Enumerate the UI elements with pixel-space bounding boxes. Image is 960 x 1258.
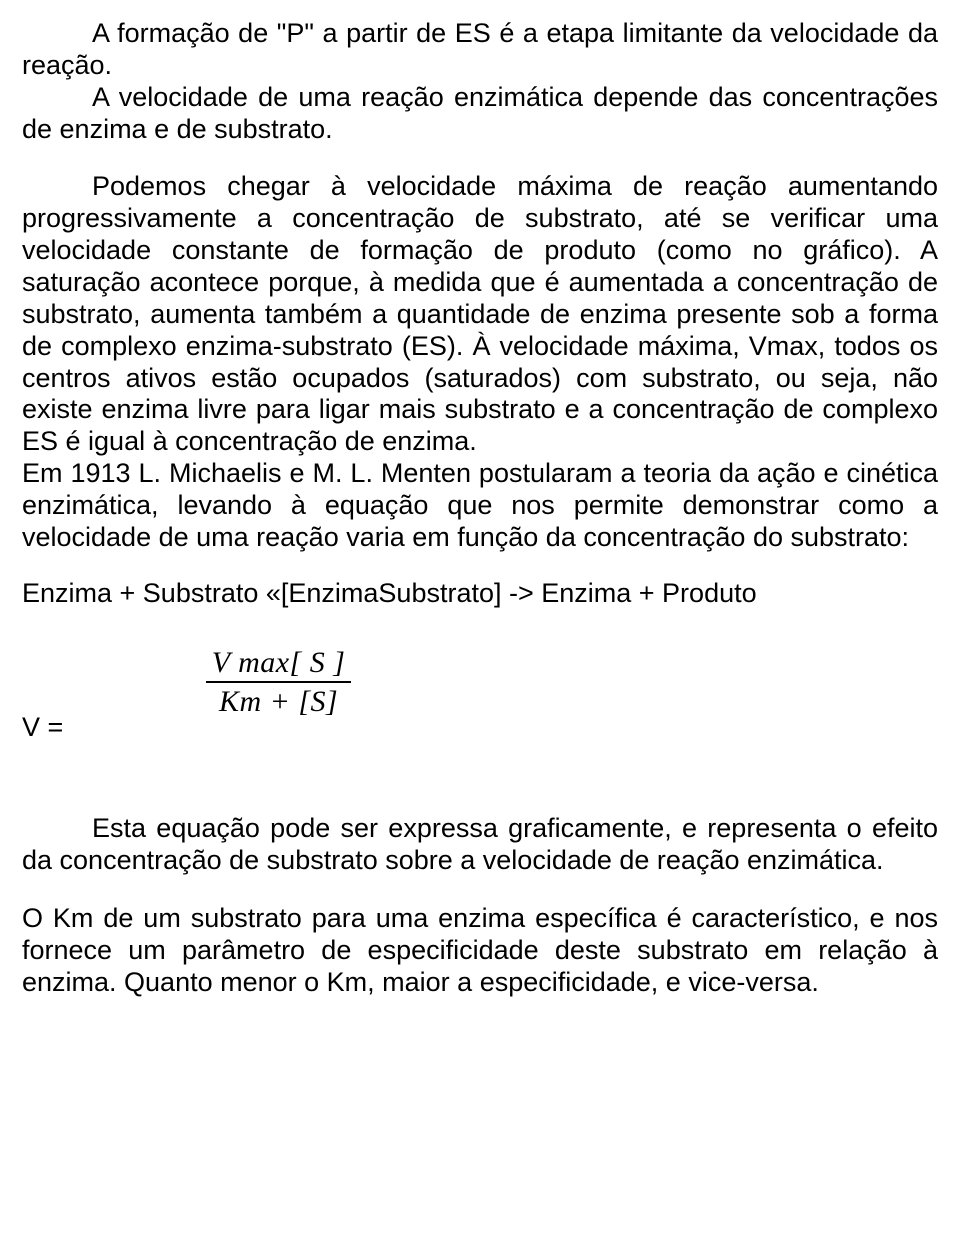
v-equals-label: V = [22, 712, 71, 744]
paragraph-6: O Km de um substrato para uma enzima esp… [22, 903, 938, 999]
reaction-equation-line: Enzima + Substrato «[EnzimaSubstrato] ->… [22, 578, 938, 610]
document-page: A formação de "P" a partir de ES é a eta… [0, 0, 960, 1258]
paragraph-5: Esta equação pode ser expressa graficame… [22, 813, 938, 877]
michaelis-menten-formula: V = V max[ S ] Km + [S] [22, 622, 938, 744]
spacer [22, 743, 938, 813]
paragraph-2: A velocidade de uma reação enzimática de… [22, 82, 938, 146]
fraction-denominator: Km + [S] [206, 681, 352, 720]
paragraph-1: A formação de "P" a partir de ES é a eta… [22, 18, 938, 82]
fraction-numerator: V max[ S ] [206, 646, 352, 681]
paragraph-3: Podemos chegar à velocidade máxima de re… [22, 171, 938, 458]
spacer [22, 145, 938, 171]
paragraph-4: Em 1913 L. Michaelis e M. L. Menten post… [22, 458, 938, 554]
spacer [22, 877, 938, 903]
fraction: V max[ S ] Km + [S] [206, 646, 352, 719]
